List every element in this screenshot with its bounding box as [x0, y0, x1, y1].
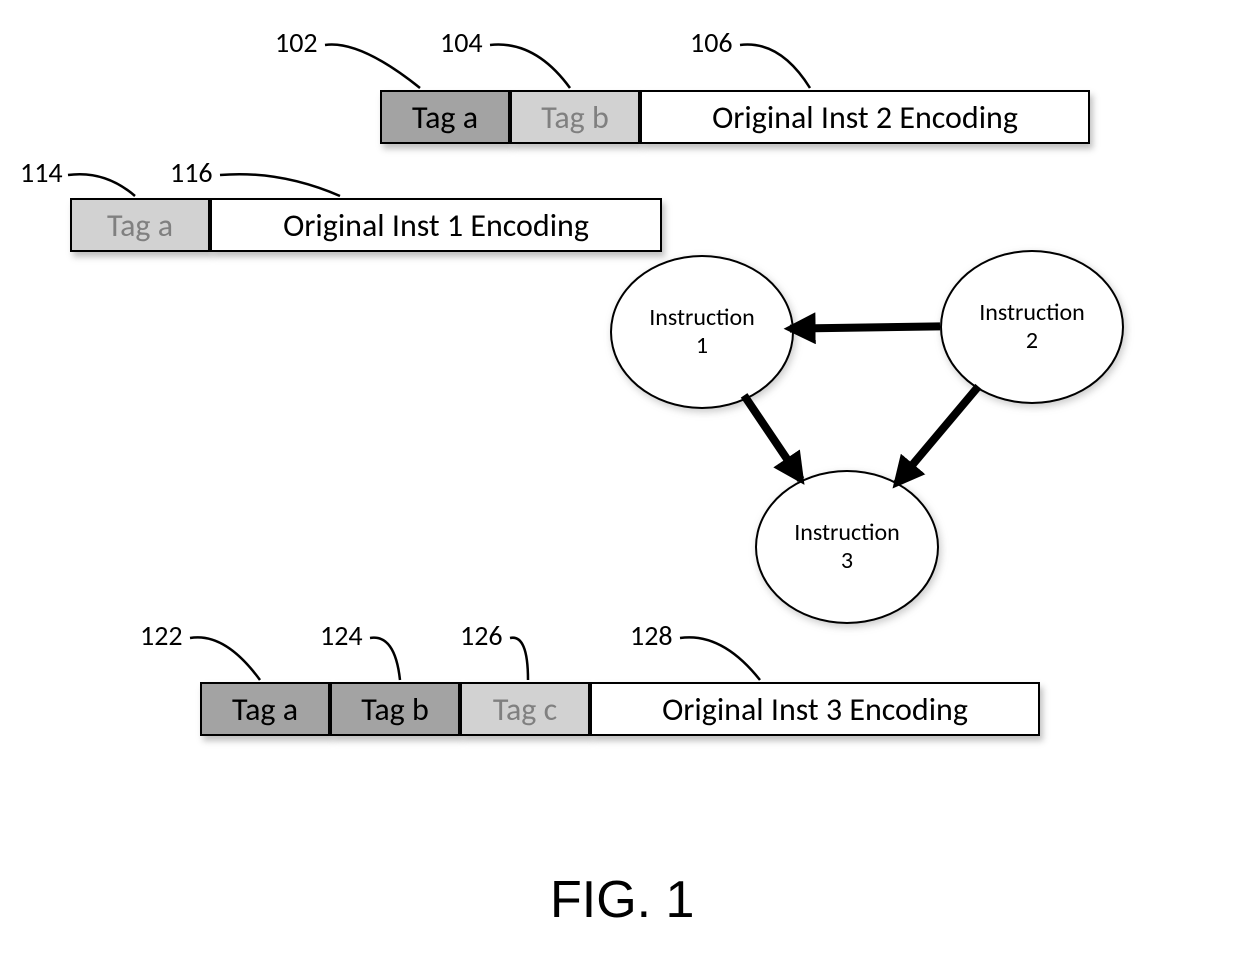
leader-2	[740, 45, 810, 88]
segment-r2s2: Original Inst 2 Encoding	[640, 90, 1090, 144]
edge-i2-i3	[897, 386, 979, 483]
leader-1	[490, 45, 570, 88]
segment-label: Original Inst 2 Encoding	[712, 98, 1018, 137]
leader-8	[680, 637, 760, 680]
ref-116: 116	[170, 155, 213, 190]
segment-label: Original Inst 3 Encoding	[662, 690, 968, 729]
edge-i2-i1	[790, 326, 940, 328]
node-label: Instruction2	[979, 299, 1085, 354]
leader-6	[370, 638, 400, 680]
segment-label: Tag a	[107, 206, 173, 245]
segment-r2s1: Tag b	[510, 90, 640, 144]
ref-124: 124	[320, 618, 363, 653]
segment-label: Tag c	[493, 690, 557, 729]
overlay-svg	[0, 0, 1240, 974]
leader-7	[510, 638, 528, 680]
figure-caption: FIG. 1	[550, 870, 694, 930]
segment-label: Tag a	[232, 690, 298, 729]
node-label: Instruction1	[649, 304, 755, 359]
node-i3: Instruction3	[755, 470, 939, 624]
node-i1: Instruction1	[610, 255, 794, 409]
node-i2: Instruction2	[940, 250, 1124, 404]
ref-102: 102	[275, 25, 318, 60]
segment-r1s1: Original Inst 1 Encoding	[210, 198, 662, 252]
ref-126: 126	[460, 618, 503, 653]
segment-r1s0: Tag a	[70, 198, 210, 252]
segment-r3s2: Tag c	[460, 682, 590, 736]
ref-114: 114	[20, 155, 63, 190]
node-label: Instruction3	[794, 519, 900, 574]
leader-3	[68, 174, 135, 196]
leader-4	[220, 174, 340, 196]
segment-label: Tag b	[361, 690, 429, 729]
figure-canvas: Tag a 102 Tag b 104 Original Inst 2 Encoding…	[0, 0, 1240, 974]
ref-128: 128	[630, 618, 673, 653]
segment-label: Tag a	[412, 98, 478, 137]
edge-i1-i3	[744, 395, 801, 479]
segment-label: Tag b	[541, 98, 609, 137]
segment-label: Original Inst 1 Encoding	[283, 206, 589, 245]
ref-106: 106	[690, 25, 733, 60]
leader-5	[190, 637, 260, 680]
segment-r3s3: Original Inst 3 Encoding	[590, 682, 1040, 736]
ref-122: 122	[140, 618, 183, 653]
segment-r2s0: Tag a	[380, 90, 510, 144]
leader-0	[325, 45, 420, 88]
segment-r3s1: Tag b	[330, 682, 460, 736]
segment-r3s0: Tag a	[200, 682, 330, 736]
ref-104: 104	[440, 25, 483, 60]
